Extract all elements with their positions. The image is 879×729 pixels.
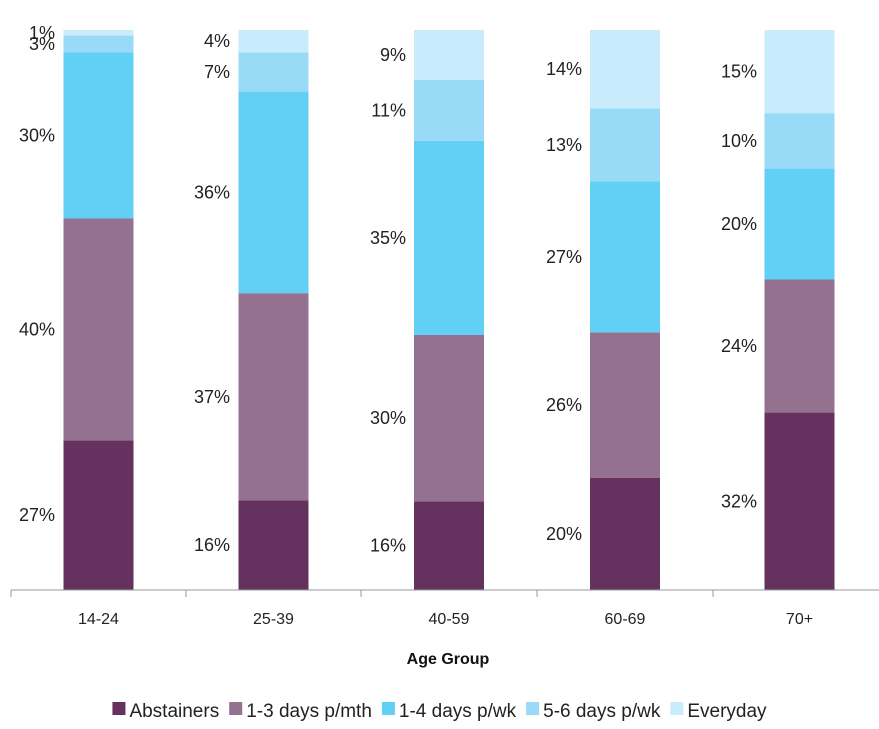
bar-segment — [414, 501, 484, 590]
legend-swatch — [112, 702, 126, 715]
bar-segment — [63, 440, 134, 590]
bar-segment — [63, 35, 134, 53]
legend-swatch — [381, 702, 395, 715]
segment-label: 30% — [370, 408, 406, 428]
segment-label: 35% — [370, 228, 406, 248]
legend: Abstainers 1-3 days p/mth 1-4 days p/wk 5-6… — [112, 701, 767, 722]
segment-label: 20% — [721, 214, 757, 234]
bar-segment — [590, 478, 660, 590]
bar-segment — [238, 52, 309, 92]
bar-segment — [63, 52, 134, 219]
segment-label: 16% — [194, 535, 230, 555]
segment-label: 15% — [721, 62, 757, 82]
bar-segment — [238, 30, 309, 53]
legend-label: Abstainers — [129, 701, 219, 722]
x-tick-label: 25-39 — [253, 611, 294, 628]
bar-segment — [764, 113, 835, 169]
legend-label: Everyday — [687, 701, 767, 722]
legend-item: 5-6 days p/wk — [526, 701, 661, 722]
bar-segment — [764, 168, 835, 280]
segment-label: 27% — [19, 505, 55, 525]
bar-segment — [238, 500, 309, 590]
bar-segment — [63, 30, 134, 36]
legend-label: 1-3 days p/mth — [246, 701, 372, 722]
bar-segment — [590, 108, 660, 182]
legend-label: 5-6 days p/wk — [543, 701, 661, 722]
bar-segment — [238, 293, 309, 501]
legend-swatch — [526, 702, 540, 715]
segment-label: 10% — [721, 131, 757, 151]
segment-label: 27% — [546, 247, 582, 267]
bar-segment — [764, 412, 835, 590]
segment-label: 3% — [29, 34, 55, 54]
legend-item: Abstainers — [112, 701, 219, 722]
bar-segment — [238, 91, 309, 294]
legend-swatch — [229, 702, 243, 715]
bar-segment — [764, 279, 835, 413]
legend-item: 1-3 days p/mth — [229, 701, 372, 722]
bar-segment — [590, 30, 660, 109]
x-tick-label: 70+ — [786, 611, 813, 628]
segment-label: 32% — [721, 491, 757, 511]
segment-label: 14% — [546, 59, 582, 79]
segment-label: 11% — [371, 100, 406, 120]
segment-label: 4% — [204, 31, 230, 51]
segment-label: 16% — [370, 536, 406, 556]
x-tick-label: 60-69 — [605, 611, 646, 628]
bar-segment — [590, 332, 660, 478]
bar-segment — [414, 334, 484, 502]
legend-swatch — [670, 702, 684, 715]
bars-layer — [63, 30, 835, 590]
segment-label: 1% — [29, 23, 55, 43]
segment-label: 30% — [19, 125, 55, 145]
segment-label: 26% — [546, 395, 582, 415]
bar-segment — [414, 79, 484, 141]
segment-label: 40% — [19, 319, 55, 339]
legend-label: 1-4 days p/wk — [399, 701, 517, 722]
bar-segment — [414, 140, 484, 335]
segment-label: 20% — [546, 524, 582, 544]
segment-label: 36% — [194, 182, 230, 202]
segment-label: 37% — [194, 387, 230, 407]
segment-label: 24% — [721, 336, 757, 356]
segment-label: 7% — [204, 62, 230, 82]
x-ticks-layer: 14-24 25-39 40-59 60-69 70+ — [10, 590, 813, 628]
segment-labels-layer: 27% 40% 30% 3%1% 16% 37% 36% 7% 4% 16% 30% 35% 11% 9%… — [19, 23, 757, 556]
x-tick-label: 40-59 — [429, 611, 470, 628]
bar-segment — [764, 30, 835, 114]
segment-label: 13% — [546, 135, 582, 155]
x-tick-label: 14-24 — [78, 611, 119, 628]
bar-segment — [63, 218, 134, 441]
legend-item: 1-4 days p/wk — [381, 701, 517, 722]
bar-segment — [414, 30, 484, 80]
bar-segment — [590, 181, 660, 333]
segment-label: 9% — [380, 45, 406, 65]
legend-item: Everyday — [670, 701, 767, 722]
x-axis-title: Age Group — [407, 651, 490, 668]
